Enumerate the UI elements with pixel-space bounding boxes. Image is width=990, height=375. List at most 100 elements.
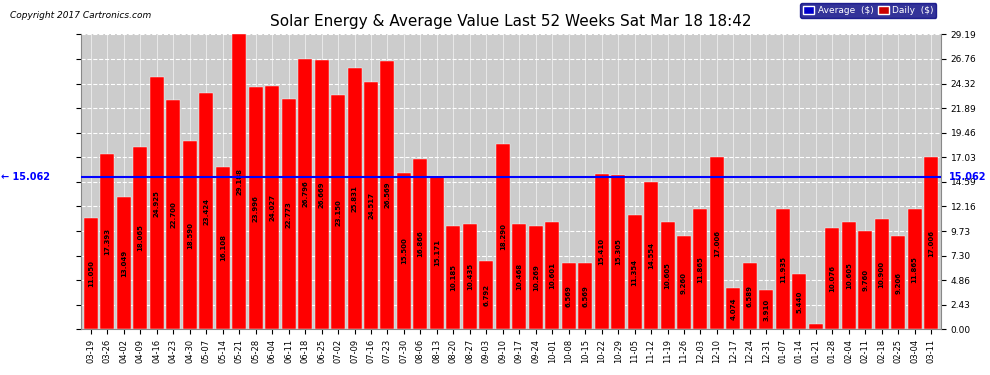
Text: 6.792: 6.792 [483, 284, 489, 306]
Bar [463, 224, 477, 329]
Text: 16.866: 16.866 [418, 231, 424, 258]
Text: 18.290: 18.290 [500, 224, 506, 251]
Bar [529, 225, 543, 329]
Bar [183, 141, 197, 329]
Text: 15.305: 15.305 [615, 238, 621, 266]
Text: 3.910: 3.910 [763, 298, 769, 321]
Text: 11.935: 11.935 [780, 255, 786, 282]
Text: 24.027: 24.027 [269, 194, 275, 221]
Bar [611, 175, 625, 329]
Bar [545, 222, 559, 329]
Text: 24.517: 24.517 [368, 192, 374, 219]
Bar [117, 198, 131, 329]
Bar [891, 236, 905, 329]
Bar [677, 236, 691, 329]
Text: 18.065: 18.065 [138, 225, 144, 252]
Bar [331, 95, 346, 329]
Text: 23.424: 23.424 [203, 197, 209, 225]
Bar [233, 34, 247, 329]
Text: 23.150: 23.150 [335, 199, 342, 226]
Text: 4.074: 4.074 [731, 297, 737, 320]
Text: 23.996: 23.996 [252, 195, 258, 222]
Bar [875, 219, 889, 329]
Text: 9.760: 9.760 [862, 269, 868, 291]
Text: 5.440: 5.440 [796, 291, 802, 313]
Text: 16.108: 16.108 [220, 234, 226, 261]
Text: 10.605: 10.605 [845, 262, 851, 289]
Text: 25.831: 25.831 [351, 185, 357, 212]
Bar [561, 263, 576, 329]
Bar [281, 99, 296, 329]
Text: 24.925: 24.925 [153, 190, 159, 217]
Text: 6.569: 6.569 [565, 285, 571, 307]
Bar [248, 87, 262, 329]
Text: 15.500: 15.500 [401, 238, 407, 264]
Text: 29.188: 29.188 [237, 168, 243, 195]
Text: 10.900: 10.900 [879, 261, 885, 288]
Bar [628, 214, 642, 329]
Bar [397, 172, 411, 329]
Bar [479, 261, 493, 329]
Bar [809, 324, 823, 329]
Text: 14.554: 14.554 [648, 242, 654, 269]
Text: 26.669: 26.669 [319, 181, 325, 208]
Bar [842, 222, 855, 329]
Text: 17.393: 17.393 [105, 228, 111, 255]
Bar [512, 224, 527, 329]
Bar [166, 100, 180, 329]
Text: 10.601: 10.601 [549, 262, 555, 289]
Bar [595, 174, 609, 329]
Text: 11.050: 11.050 [88, 260, 94, 287]
Bar [496, 144, 510, 329]
Bar [727, 288, 741, 329]
Text: 26.569: 26.569 [384, 182, 390, 209]
Bar [315, 60, 329, 329]
Bar [298, 58, 312, 329]
Bar [149, 77, 164, 329]
Bar [578, 263, 592, 329]
Text: 26.796: 26.796 [302, 180, 308, 207]
Bar [199, 93, 213, 329]
Text: 22.773: 22.773 [286, 201, 292, 228]
Bar [644, 182, 658, 329]
Bar [134, 147, 148, 329]
Text: 10.605: 10.605 [664, 262, 670, 289]
Bar [265, 87, 279, 329]
Text: 10.468: 10.468 [516, 263, 523, 290]
Text: 11.865: 11.865 [912, 256, 918, 283]
Text: 10.269: 10.269 [533, 264, 539, 291]
Bar [414, 159, 428, 329]
Text: 17.006: 17.006 [714, 230, 720, 257]
Text: 11.865: 11.865 [698, 256, 704, 283]
Bar [347, 68, 361, 329]
Text: 18.590: 18.590 [187, 222, 193, 249]
Bar [759, 290, 773, 329]
Bar [826, 228, 840, 329]
Text: 6.589: 6.589 [746, 285, 753, 307]
Text: 9.260: 9.260 [681, 272, 687, 294]
Bar [792, 274, 806, 329]
Bar [380, 61, 394, 329]
Text: 9.206: 9.206 [895, 272, 901, 294]
Text: 15.171: 15.171 [434, 239, 440, 266]
Text: 13.049: 13.049 [121, 250, 127, 277]
Text: 17.006: 17.006 [928, 230, 935, 257]
Bar [216, 166, 230, 329]
Title: Solar Energy & Average Value Last 52 Weeks Sat Mar 18 18:42: Solar Energy & Average Value Last 52 Wee… [270, 14, 751, 29]
Text: Copyright 2017 Cartronics.com: Copyright 2017 Cartronics.com [10, 11, 151, 20]
Bar [100, 153, 115, 329]
Bar [430, 176, 444, 329]
Text: 6.569: 6.569 [582, 285, 588, 307]
Text: 10.076: 10.076 [830, 265, 836, 292]
Bar [742, 263, 757, 329]
Bar [858, 231, 872, 329]
Bar [908, 209, 922, 329]
Text: 11.354: 11.354 [632, 258, 638, 285]
Text: 15.062: 15.062 [949, 172, 987, 182]
Bar [84, 217, 98, 329]
Text: ← 15.062: ← 15.062 [1, 172, 50, 182]
Bar [693, 209, 708, 329]
Bar [776, 209, 790, 329]
Legend: Average  ($), Daily  ($): Average ($), Daily ($) [800, 3, 937, 18]
Bar [446, 226, 460, 329]
